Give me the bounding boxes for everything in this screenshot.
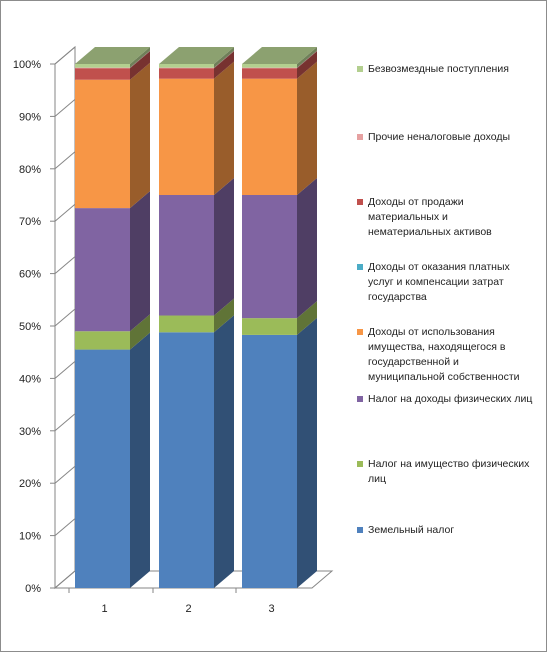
- bar-segment: [75, 50, 150, 69]
- bar-segment: [242, 178, 317, 319]
- side-grid-line: [54, 151, 76, 170]
- legend-label: Земельный налог: [368, 524, 454, 536]
- side-grid-line: [54, 203, 76, 222]
- y-tick-label: 50%: [19, 321, 41, 333]
- legend-entry: Налог на имущество физических лиц: [357, 458, 530, 485]
- legend-swatch: [357, 461, 363, 467]
- legend-label: Налог на имущество физических лиц: [368, 458, 530, 485]
- bar-segment: [159, 315, 234, 588]
- bar-segment: [159, 51, 234, 79]
- y-tick-label: 0%: [25, 583, 41, 595]
- legend-entry: Налог на доходы физических лиц: [357, 393, 532, 405]
- y-tick-label: 60%: [19, 269, 41, 281]
- bar-segment: [242, 47, 317, 68]
- legend-entry: Доходы от продажи материальных и нематериа…: [357, 196, 492, 238]
- legend-entry: Безвозмездные поступления: [357, 63, 509, 75]
- y-tick-label: 80%: [19, 164, 41, 176]
- bar-top-face: [75, 47, 150, 64]
- side-grid-line: [54, 308, 76, 327]
- x-category-label: 1: [101, 603, 107, 615]
- y-tick-label: 10%: [19, 531, 41, 543]
- side-grid-line: [54, 361, 76, 379]
- bar-segment: [75, 47, 150, 68]
- bar-segment: [159, 298, 234, 333]
- y-tick-label: 100%: [13, 59, 41, 71]
- y-tick-label: 30%: [19, 426, 41, 438]
- bar-segment: [159, 178, 234, 316]
- bar-top-face: [159, 47, 234, 64]
- bar-segment: [159, 50, 234, 69]
- side-grid-line: [54, 99, 76, 117]
- legend-label: Доходы от использования имущества, находя…: [368, 326, 520, 383]
- legend-swatch: [357, 66, 363, 72]
- legend-label: Доходы от продажи материальных и нематериа…: [368, 196, 492, 238]
- side-grid-line: [54, 413, 76, 432]
- x-category-label: 3: [268, 603, 274, 615]
- legend-label: Доходы от оказания платных услуг и компен…: [368, 261, 511, 303]
- bar-top-face: [242, 47, 317, 64]
- side-grid-line: [54, 256, 76, 274]
- y-tick-label: 20%: [19, 478, 41, 490]
- legend-entry: Доходы от использования имущества, находя…: [357, 326, 520, 383]
- bar-segment: [159, 47, 234, 68]
- y-tick-label: 90%: [19, 111, 41, 123]
- y-tick-label: 40%: [19, 373, 41, 385]
- bar-segment: [242, 301, 317, 335]
- side-grid-line: [54, 465, 76, 484]
- bar-segment: [242, 317, 317, 588]
- side-grid-line: [54, 570, 76, 589]
- bar-segment: [75, 332, 150, 588]
- bar-segment: [75, 51, 150, 80]
- legend-label: Налог на доходы физических лиц: [368, 393, 532, 405]
- bar-segment: [75, 314, 150, 350]
- legend-entry: Земельный налог: [357, 524, 454, 536]
- legend-swatch: [357, 396, 363, 402]
- side-grid-line: [54, 46, 76, 65]
- legend-swatch: [357, 264, 363, 270]
- x-category-label: 2: [185, 603, 191, 615]
- bar-segment: [242, 50, 317, 69]
- legend-swatch: [357, 527, 363, 533]
- side-grid-line: [54, 518, 76, 536]
- bar-segment: [242, 51, 317, 79]
- legend-swatch: [357, 329, 363, 335]
- legend-entry: Прочие неналоговые доходы: [357, 131, 510, 143]
- legend-swatch: [357, 199, 363, 205]
- bar-segment: [75, 191, 150, 332]
- y-tick-label: 70%: [19, 216, 41, 228]
- legend-swatch: [357, 134, 363, 140]
- bar-segment: [75, 62, 150, 209]
- bar-segment: [242, 61, 317, 196]
- legend-entry: Доходы от оказания платных услуг и компен…: [357, 261, 511, 303]
- legend-label: Безвозмездные поступления: [368, 63, 509, 75]
- bar-segment: [159, 61, 234, 196]
- legend-label: Прочие неналоговые доходы: [368, 131, 510, 143]
